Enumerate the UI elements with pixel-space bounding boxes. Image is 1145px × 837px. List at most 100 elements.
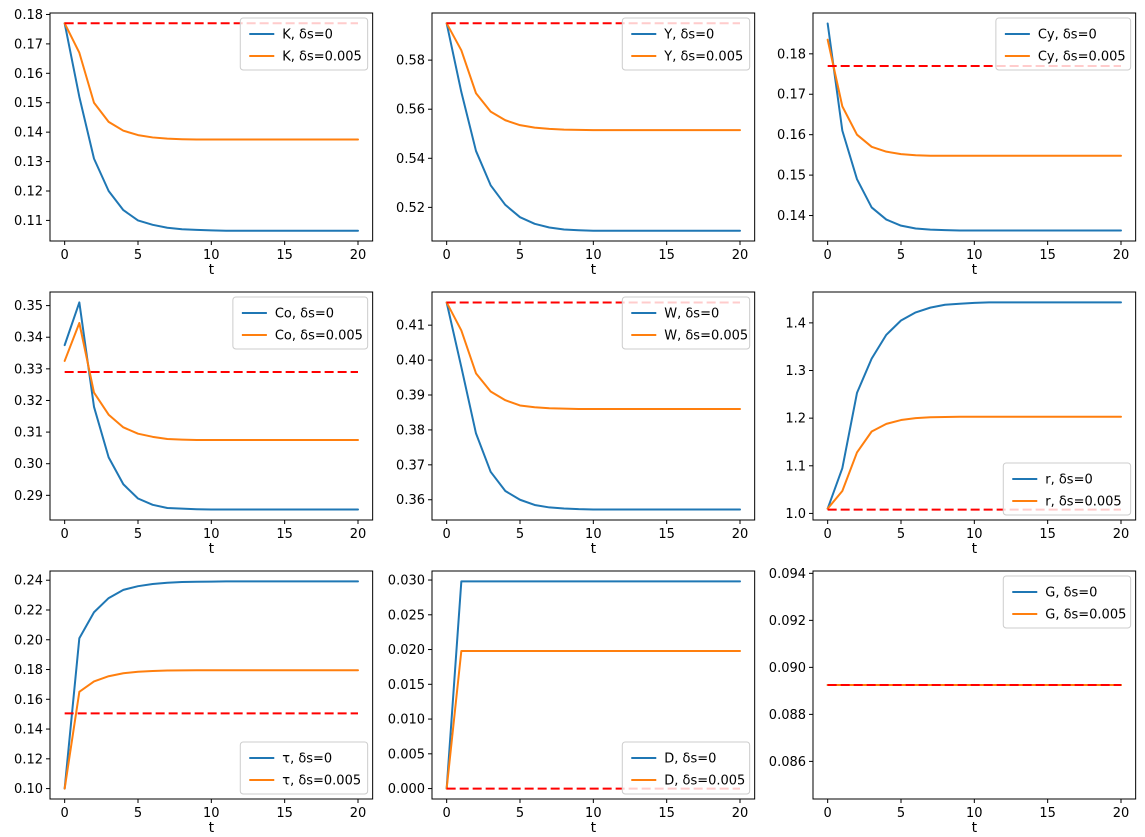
y-tick-label: 0.025	[387, 608, 424, 623]
y-tick-label: 0.17	[14, 37, 43, 52]
legend-label: r, δs=0	[1046, 472, 1093, 487]
subplot-K: 0.11 0.12 0.13 0.14 0.15 0.16 0.17 0.18 0 5 10 15 20…	[0, 0, 382, 279]
series-line-ds005	[445, 22, 741, 132]
x-axis-label: t	[209, 541, 215, 557]
y-tick-label: 0.16	[14, 693, 43, 708]
legend: D, δs=0 D, δs=0.005	[621, 741, 750, 795]
x-tick-label: 0	[824, 248, 832, 263]
y-tick-label: 0.010	[387, 713, 424, 728]
x-axis-label: t	[972, 262, 978, 278]
x-tick-label: 10	[585, 527, 602, 542]
r-chart: 1.0 1.1 1.2 1.3 1.4 0 5 10 15 20 t r, δs=0 r, δs=0.0…	[763, 279, 1145, 558]
y-tick-label: 0.15	[777, 169, 806, 184]
legend-label: D, δs=0.005	[664, 773, 745, 788]
legend-label: τ, δs=0.005	[282, 773, 361, 788]
x-tick-label: 5	[516, 527, 524, 542]
x-axis-label: t	[209, 820, 215, 836]
x-tick-label: 20	[1113, 527, 1130, 542]
axes-frame	[49, 570, 374, 800]
series-line-ds005	[445, 301, 741, 410]
y-tick-label: 0.088	[769, 708, 806, 723]
legend-label: Cy, δs=0.005	[1038, 49, 1126, 64]
series-line-ds005	[826, 415, 1123, 510]
series-line-ds0	[826, 22, 1123, 232]
x-tick-label: 20	[731, 806, 748, 821]
y-tick-label: 0.10	[14, 782, 43, 797]
x-tick-label: 10	[203, 806, 220, 821]
legend-label: Y, δs=0.005	[663, 49, 743, 64]
x-tick-label: 0	[442, 248, 450, 263]
x-axis-label: t	[972, 820, 978, 836]
y-tick-label: 0.030	[387, 574, 424, 589]
y-tick-label: 0.30	[14, 457, 43, 472]
legend-label: D, δs=0	[664, 751, 716, 766]
y-tick-label: 0.38	[396, 423, 425, 438]
y-tick-label: 1.2	[786, 412, 807, 427]
legend: K, δs=0 K, δs=0.005	[239, 17, 369, 71]
x-tick-label: 15	[276, 806, 293, 821]
x-tick-label: 15	[1040, 806, 1057, 821]
y-tick-label: 0.000	[387, 782, 424, 797]
y-tick-label: 0.092	[769, 614, 806, 629]
legend: Co, δs=0 Co, δs=0.005	[232, 296, 369, 350]
x-tick-label: 0	[61, 248, 69, 263]
legend-label: r, δs=0.005	[1046, 494, 1122, 509]
x-tick-label: 20	[1113, 806, 1130, 821]
y-tick-label: 0.39	[396, 389, 425, 404]
y-tick-label: 0.40	[396, 354, 425, 369]
axes-frame	[49, 291, 374, 521]
x-tick-label: 0	[61, 806, 69, 821]
y-tick-label: 0.36	[396, 493, 425, 508]
y-tick-label: 0.12	[14, 184, 43, 199]
x-axis-label: t	[590, 541, 596, 557]
y-tick-label: 1.0	[786, 507, 807, 522]
legend: r, δs=0 r, δs=0.005	[1003, 462, 1132, 516]
x-tick-label: 15	[276, 248, 293, 263]
W-chart: 0.36 0.37 0.38 0.39 0.40 0.41 0 5 10 15 20 t W, δs=0…	[381, 279, 764, 558]
legend-label: Cy, δs=0	[1038, 27, 1097, 42]
subplot-Co: 0.29 0.30 0.31 0.32 0.33 0.34 0.35 0 5 10 15 20 t Co,…	[0, 279, 382, 558]
x-tick-label: 5	[897, 527, 905, 542]
subplot-G: 0.086 0.088 0.090 0.092 0.094 0 5 10 15 20 t G, δs=…	[763, 558, 1145, 837]
axes-frame	[812, 12, 1137, 242]
y-tick-label: 0.37	[396, 458, 425, 473]
plot-background	[763, 279, 1145, 558]
x-axis-label: t	[590, 262, 596, 278]
legend-label: K, δs=0	[282, 27, 333, 42]
axes-frame	[812, 570, 1137, 800]
subplot-Y: 0.52 0.54 0.56 0.58 0 5 10 15 20 t Y, δs=0 Y, δs=0.…	[381, 0, 764, 279]
Co-chart: 0.29 0.30 0.31 0.32 0.33 0.34 0.35 0 5 10 15 20 t Co,…	[0, 279, 382, 558]
y-tick-label: 0.094	[769, 567, 806, 582]
x-axis-label: t	[972, 541, 978, 557]
x-tick-label: 15	[658, 806, 675, 821]
y-tick-label: 0.20	[14, 633, 43, 648]
axes-frame	[431, 291, 755, 521]
y-tick-label: 0.31	[14, 426, 43, 441]
x-tick-label: 20	[350, 806, 367, 821]
y-tick-label: 0.52	[396, 201, 425, 216]
legend: τ, δs=0 τ, δs=0.005	[239, 741, 369, 795]
y-tick-label: 0.14	[777, 209, 806, 224]
plot-background	[0, 558, 382, 837]
y-tick-label: 0.14	[14, 723, 43, 738]
legend-label: Co, δs=0.005	[275, 328, 363, 343]
plot-background	[381, 558, 764, 837]
subplot-Cy: 0.14 0.15 0.16 0.17 0.18 0 5 10 15 20 t Cy, δs=0 Cy,…	[763, 0, 1145, 279]
y-tick-label: 0.54	[396, 152, 425, 167]
series-line-ds0	[445, 580, 741, 790]
x-tick-label: 5	[134, 806, 142, 821]
y-tick-label: 0.16	[14, 67, 43, 82]
y-tick-label: 0.18	[14, 8, 43, 23]
y-tick-label: 0.16	[777, 128, 806, 143]
subplot-r: 1.0 1.1 1.2 1.3 1.4 0 5 10 15 20 t r, δs=0 r, δs=0.0…	[763, 279, 1145, 558]
x-tick-label: 5	[516, 806, 524, 821]
legend-label: Co, δs=0	[275, 306, 334, 321]
y-tick-label: 0.29	[14, 489, 43, 504]
y-tick-label: 0.13	[14, 155, 43, 170]
y-tick-label: 0.32	[14, 394, 43, 409]
x-tick-label: 0	[824, 806, 832, 821]
y-tick-label: 0.020	[387, 643, 424, 658]
axes-frame	[431, 570, 755, 800]
y-tick-label: 0.35	[14, 299, 43, 314]
y-tick-label: 0.12	[14, 752, 43, 767]
